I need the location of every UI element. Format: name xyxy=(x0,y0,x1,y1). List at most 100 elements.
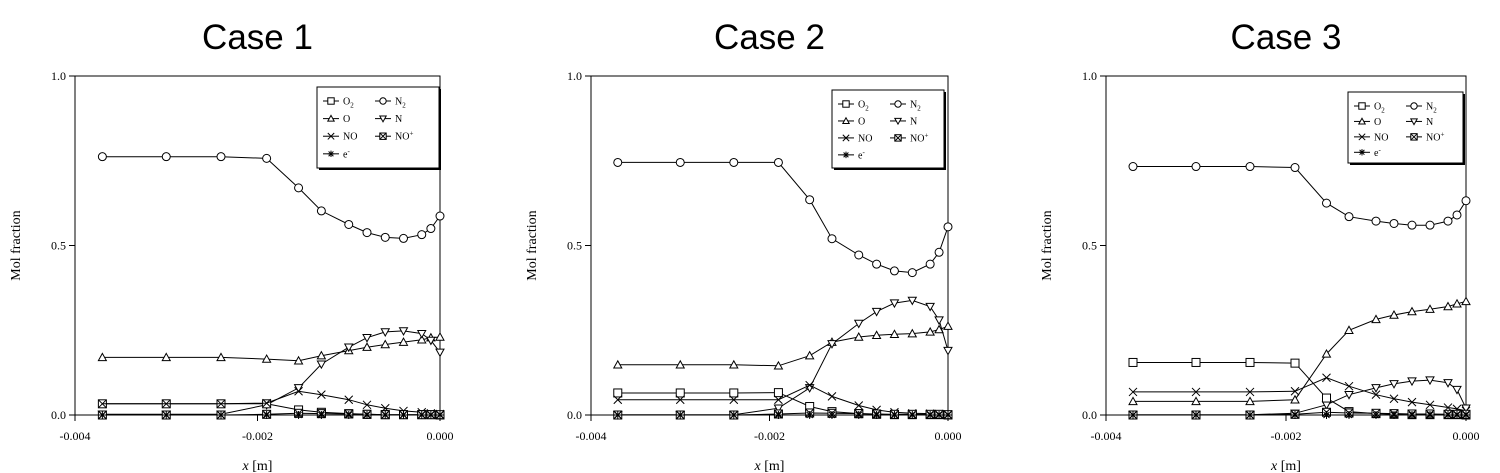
marker-circle xyxy=(613,157,623,167)
marker-square xyxy=(675,388,685,398)
data-point xyxy=(1425,304,1435,313)
marker-circle xyxy=(97,152,107,162)
legend-item: O2 xyxy=(323,97,354,110)
marker-x xyxy=(98,399,107,409)
y-tick-label: 0.5 xyxy=(567,239,582,253)
legend-label: NO xyxy=(858,133,872,144)
marker-x xyxy=(894,134,902,142)
legend-label: e- xyxy=(858,148,865,161)
marker-star xyxy=(842,151,850,159)
data-point xyxy=(827,411,836,419)
marker-star xyxy=(217,411,225,419)
data-point xyxy=(908,411,917,419)
data-point xyxy=(1371,216,1381,226)
marker-triangle-down xyxy=(378,115,388,123)
marker-star xyxy=(262,411,271,419)
legend-item: N xyxy=(375,114,402,125)
data-point xyxy=(675,388,685,398)
marker-triangle-down xyxy=(293,384,304,393)
marker-square xyxy=(842,100,850,108)
series-o xyxy=(1128,296,1471,406)
marker-triangle-up xyxy=(97,352,108,362)
data-point xyxy=(1321,348,1332,358)
data-point xyxy=(293,384,304,393)
data-point xyxy=(398,327,409,336)
marker-x xyxy=(294,386,303,396)
legend-label: N xyxy=(910,116,917,127)
marker-triangle-up xyxy=(1245,396,1255,406)
marker-circle xyxy=(1410,102,1418,110)
series-no-minusplus xyxy=(613,408,953,420)
legend: O2 N2 O N NO NO+ e- xyxy=(831,89,946,170)
data-point xyxy=(907,328,918,338)
x-axis-label: x [m] xyxy=(1270,459,1301,473)
data-point xyxy=(1407,397,1417,407)
marker-star xyxy=(854,411,863,419)
data-point xyxy=(1128,387,1138,397)
marker-triangle-up xyxy=(362,342,372,351)
marker-triangle-down xyxy=(1452,385,1462,395)
marker-triangle-down xyxy=(435,348,445,358)
marker-triangle-down xyxy=(773,404,784,414)
marker-circle xyxy=(316,206,326,216)
legend-label: N2 xyxy=(910,100,921,113)
series-line xyxy=(1133,300,1467,402)
marker-circle xyxy=(435,211,445,221)
marker-circle xyxy=(872,259,882,269)
marker-circle xyxy=(216,152,226,162)
data-point xyxy=(675,395,685,405)
legend-marker xyxy=(379,97,387,105)
marker-triangle-down xyxy=(380,328,391,337)
marker-star xyxy=(729,411,738,419)
series-line xyxy=(617,161,949,274)
marker-circle xyxy=(1191,162,1201,172)
marker-star xyxy=(1322,411,1331,419)
series-n xyxy=(612,296,953,420)
y-tick-label: 0.0 xyxy=(1082,408,1097,422)
marker-triangle-up xyxy=(1344,325,1354,334)
legend-label: e- xyxy=(343,147,350,160)
data-point xyxy=(1425,400,1435,410)
marker-star xyxy=(890,411,899,419)
data-point xyxy=(380,232,390,242)
data-point xyxy=(216,352,226,362)
x-tick-label: 0.000 xyxy=(427,429,454,443)
x-axis-label: x [m] xyxy=(242,459,273,473)
marker-triangle-up xyxy=(216,352,226,362)
data-point xyxy=(729,157,739,167)
legend-marker xyxy=(327,150,335,158)
marker-triangle-up xyxy=(1290,394,1300,404)
data-point xyxy=(805,411,814,419)
marker-square xyxy=(1128,357,1138,367)
data-point xyxy=(1461,296,1471,306)
data-point xyxy=(827,340,837,349)
x-axis-label: x [m] xyxy=(754,459,785,473)
legend-label: NO+ xyxy=(1426,130,1444,143)
marker-circle xyxy=(889,266,899,276)
legend-marker xyxy=(1358,149,1366,156)
marker-star xyxy=(1453,411,1461,419)
data-point xyxy=(1245,162,1255,172)
legend-label: O2 xyxy=(1374,102,1385,115)
marker-star xyxy=(676,411,685,419)
x-tick-label: -0.002 xyxy=(242,429,273,443)
series-no-minusplus xyxy=(1128,407,1471,420)
marker-circle xyxy=(426,224,436,234)
x-tick-label: -0.004 xyxy=(576,429,607,443)
data-point xyxy=(1344,325,1354,334)
data-point xyxy=(1389,218,1399,228)
marker-triangle-up xyxy=(853,332,864,341)
marker-triangle-up xyxy=(1461,296,1471,306)
marker-triangle-up xyxy=(1407,306,1417,316)
marker-triangle-down xyxy=(871,307,882,317)
marker-star xyxy=(805,411,814,419)
data-point xyxy=(362,342,372,351)
legend-item: N xyxy=(1406,117,1433,128)
data-point xyxy=(362,334,372,343)
data-point xyxy=(1129,411,1137,419)
legend-item: NO+ xyxy=(890,131,928,144)
data-point xyxy=(380,328,391,337)
marker-star xyxy=(399,411,408,419)
data-point xyxy=(1372,411,1380,419)
legend-label: O xyxy=(858,116,865,127)
